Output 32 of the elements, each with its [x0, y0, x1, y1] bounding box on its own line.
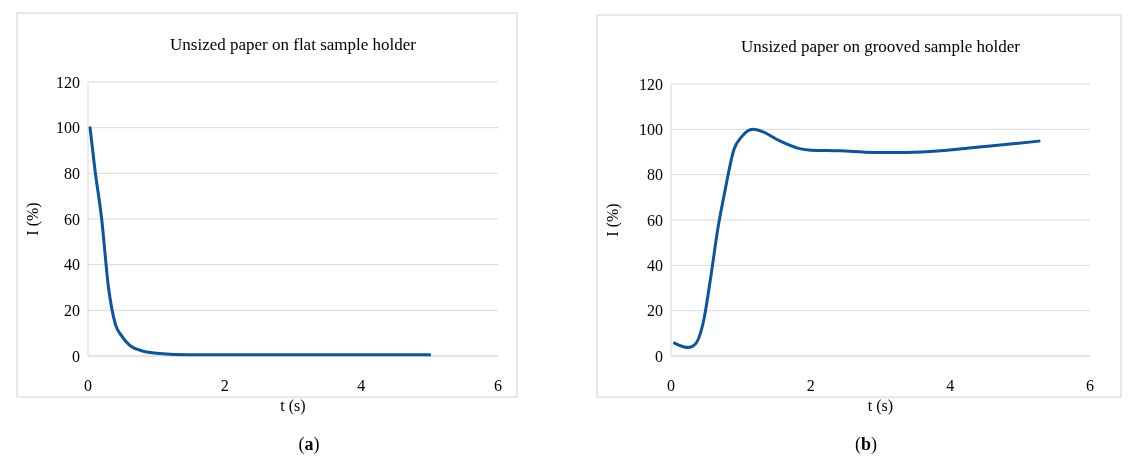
- y-tick-label: 100: [56, 119, 80, 137]
- chart-title: Unsized paper on grooved sample holder: [741, 37, 1021, 56]
- y-tick-label: 20: [647, 302, 663, 320]
- x-tick-label: 2: [806, 377, 815, 394]
- y-tick-label: 80: [647, 166, 663, 184]
- line-series: [672, 127, 1041, 350]
- y-tick-label: 100: [639, 120, 663, 138]
- y-tick-label: 60: [647, 211, 663, 229]
- x-tick-label: 0: [667, 377, 675, 394]
- y-tick-label: 120: [56, 73, 80, 91]
- x-axis-title: t (s): [280, 397, 306, 415]
- y-tick-label: 0: [655, 347, 663, 365]
- y-axis-title: I (%): [24, 202, 42, 236]
- y-tick-label: 40: [647, 256, 663, 274]
- x-axis-title: t (s): [867, 397, 894, 415]
- y-tick-label: 40: [64, 256, 80, 274]
- y-tick-label: 0: [72, 347, 80, 365]
- x-tick-label: 4: [357, 377, 366, 394]
- y-tick-label: 60: [64, 210, 80, 228]
- line-series: [88, 126, 432, 357]
- y-tick-label: 120: [639, 75, 663, 93]
- x-tick-label: 6: [1086, 377, 1094, 394]
- x-tick-label: 6: [494, 377, 502, 394]
- chart-title: Unsized paper on flat sample holder: [170, 35, 417, 54]
- x-tick-label: 4: [946, 377, 955, 394]
- x-tick-label: 0: [84, 377, 92, 394]
- text: (a): [298, 434, 320, 455]
- y-tick-label: 80: [64, 164, 80, 182]
- x-tick-label: 2: [220, 377, 229, 394]
- y-axis-title: I (%): [604, 203, 622, 237]
- text: (b): [854, 434, 878, 455]
- y-tick-label: 20: [64, 301, 80, 319]
